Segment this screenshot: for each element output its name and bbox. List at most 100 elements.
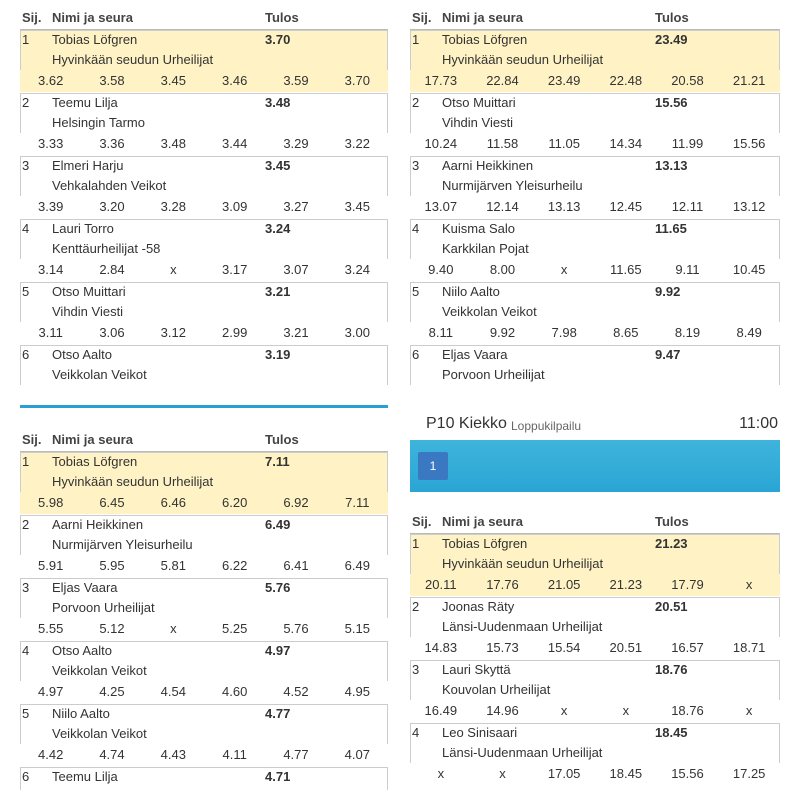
rank: 2 [22, 95, 30, 110]
athlete-name: Joonas Räty [442, 599, 515, 614]
athlete-name: Tobias Löfgren [442, 32, 528, 47]
attempt: 3.59 [283, 73, 309, 88]
result: 4.97 [265, 643, 291, 658]
athlete-name: Tobias Löfgren [442, 536, 528, 551]
attempt: 3.21 [283, 325, 309, 340]
result: 11.65 [655, 221, 687, 236]
attempt: 5.91 [38, 558, 64, 573]
attempt: 4.25 [99, 684, 125, 699]
athlete-name: Lauri Torro [52, 221, 114, 236]
attempt: 15.54 [547, 640, 581, 655]
attempt: 3.46 [222, 73, 248, 88]
row-border [20, 515, 388, 555]
results-panel: Sij. Nimi ja seura Tulos 1 Tobias Löfgren 21.… [410, 512, 780, 800]
athlete-name: Aarni Heikkinen [442, 158, 534, 173]
attempt: 13.07 [424, 199, 458, 214]
attempt: 3.70 [344, 73, 370, 88]
club: Hyvinkään seudun Urheilijat [52, 474, 214, 489]
rank: 1 [412, 32, 420, 47]
header-name: Nimi ja seura [52, 10, 133, 25]
attempt: 12.11 [671, 199, 704, 214]
result: 18.45 [655, 725, 688, 740]
result-row: 1 Tobias Löfgren 7.11 Hyvinkään seudun Urhe… [20, 452, 388, 514]
attempt: 6.46 [160, 495, 186, 510]
attempt: 11.65 [610, 262, 642, 277]
attempt: 5.81 [160, 558, 186, 573]
result-row: 5 Niilo Aalto 4.77 Veikkolan Veikot 4.42 4.74… [20, 704, 388, 766]
result-row: 1 Tobias Löfgren 21.23 Hyvinkään seudun Urh… [410, 534, 780, 596]
rank: 2 [412, 599, 420, 614]
result-row: 2 Teemu Lilja 3.48 Helsingin Tarmo 3.33 3.36 3… [20, 93, 388, 155]
event-header: P10 Kiekko Loppukilpailu 11:00 [410, 410, 780, 440]
attempt: 4.43 [160, 747, 186, 762]
header-rank: Sij. [22, 10, 42, 25]
athlete-name: Kuisma Salo [442, 221, 515, 236]
attempt: 3.07 [283, 262, 309, 277]
row-border [20, 219, 388, 259]
athlete-name: Otso Muittari [52, 284, 126, 299]
attempt: 3.45 [160, 73, 186, 88]
attempt: 7.98 [551, 325, 577, 340]
table-header: Sij. Nimi ja seura Tulos [410, 8, 780, 30]
athlete-name: Teemu Lilja [52, 769, 118, 784]
athlete-name: Lauri Skyttä [442, 662, 511, 677]
row-border [20, 452, 388, 492]
attempt: 17.76 [486, 577, 519, 592]
result-row: 6 Otso Aalto 3.19 Veikkolan Veikot [20, 345, 388, 400]
attempt: 4.07 [344, 747, 370, 762]
row-border [20, 282, 388, 322]
attempt: 11.58 [486, 136, 519, 151]
attempt: 6.22 [222, 558, 248, 573]
attempt: 10.45 [732, 262, 766, 277]
athlete-name: Otso Aalto [52, 347, 112, 362]
attempt: 3.28 [160, 199, 186, 214]
attempt: 3.48 [160, 136, 186, 151]
club: Nurmijärven Yleisurheilu [52, 537, 193, 552]
row-border [20, 767, 388, 790]
rank: 1 [22, 454, 30, 469]
result-row: 3 Eljas Vaara 5.76 Porvoon Urheilijat 5.55 5.… [20, 578, 388, 640]
rank: 4 [412, 221, 420, 236]
result: 3.45 [265, 158, 291, 173]
event-time: 11:00 [739, 415, 778, 432]
row-border [410, 597, 780, 637]
athlete-name: Tobias Löfgren [52, 32, 138, 47]
rank: 6 [412, 347, 420, 362]
row-border [20, 93, 388, 133]
athlete-name: Elmeri Harju [52, 158, 124, 173]
result: 5.76 [265, 580, 291, 595]
highlight [410, 534, 780, 596]
attempt: 5.12 [99, 621, 125, 636]
attempt: 16.57 [671, 640, 704, 655]
attempt: 3.58 [99, 73, 125, 88]
athlete-name: Leo Sinisaari [442, 725, 518, 740]
attempt: 7.11 [345, 495, 370, 510]
attempt: 8.49 [736, 325, 762, 340]
attempt: 12.45 [609, 199, 643, 214]
result-row: 3 Elmeri Harju 3.45 Vehkalahden Veikot 3.39 3… [20, 156, 388, 218]
rank: 3 [412, 158, 420, 173]
row-border [410, 534, 780, 574]
rank: 5 [22, 284, 30, 299]
results-panel: Sij. Nimi ja seura Tulos 1 Tobias Löfgren 3.7… [20, 8, 388, 400]
attempt: 12.14 [486, 199, 519, 214]
result: 20.51 [655, 599, 688, 614]
club: Vehkalahden Veikot [52, 178, 167, 193]
attempt: 10.24 [424, 136, 458, 151]
separator [20, 405, 388, 408]
club: Porvoon Urheilijat [52, 600, 155, 615]
result: 21.23 [655, 536, 688, 551]
result-row: 5 Niilo Aalto 9.92 Veikkolan Veikot 8.11 9.92… [410, 282, 780, 344]
attempt: 4.97 [38, 684, 64, 699]
round-button[interactable]: 1 [418, 452, 448, 480]
header-rank: Sij. [412, 514, 432, 529]
club: Vihdin Viesti [442, 115, 514, 130]
athlete-name: Tobias Löfgren [52, 454, 138, 469]
club: Nurmijärven Yleisurheilu [442, 178, 583, 193]
rank: 4 [22, 643, 30, 658]
rank: 6 [22, 769, 30, 784]
table-header: Sij. Nimi ja seura Tulos [410, 512, 780, 534]
result-row: 4 Kuisma Salo 11.65 Karkkilan Pojat 9.40 8.00… [410, 219, 780, 281]
attempt: 3.29 [283, 136, 309, 151]
attempt: 3.62 [38, 73, 64, 88]
